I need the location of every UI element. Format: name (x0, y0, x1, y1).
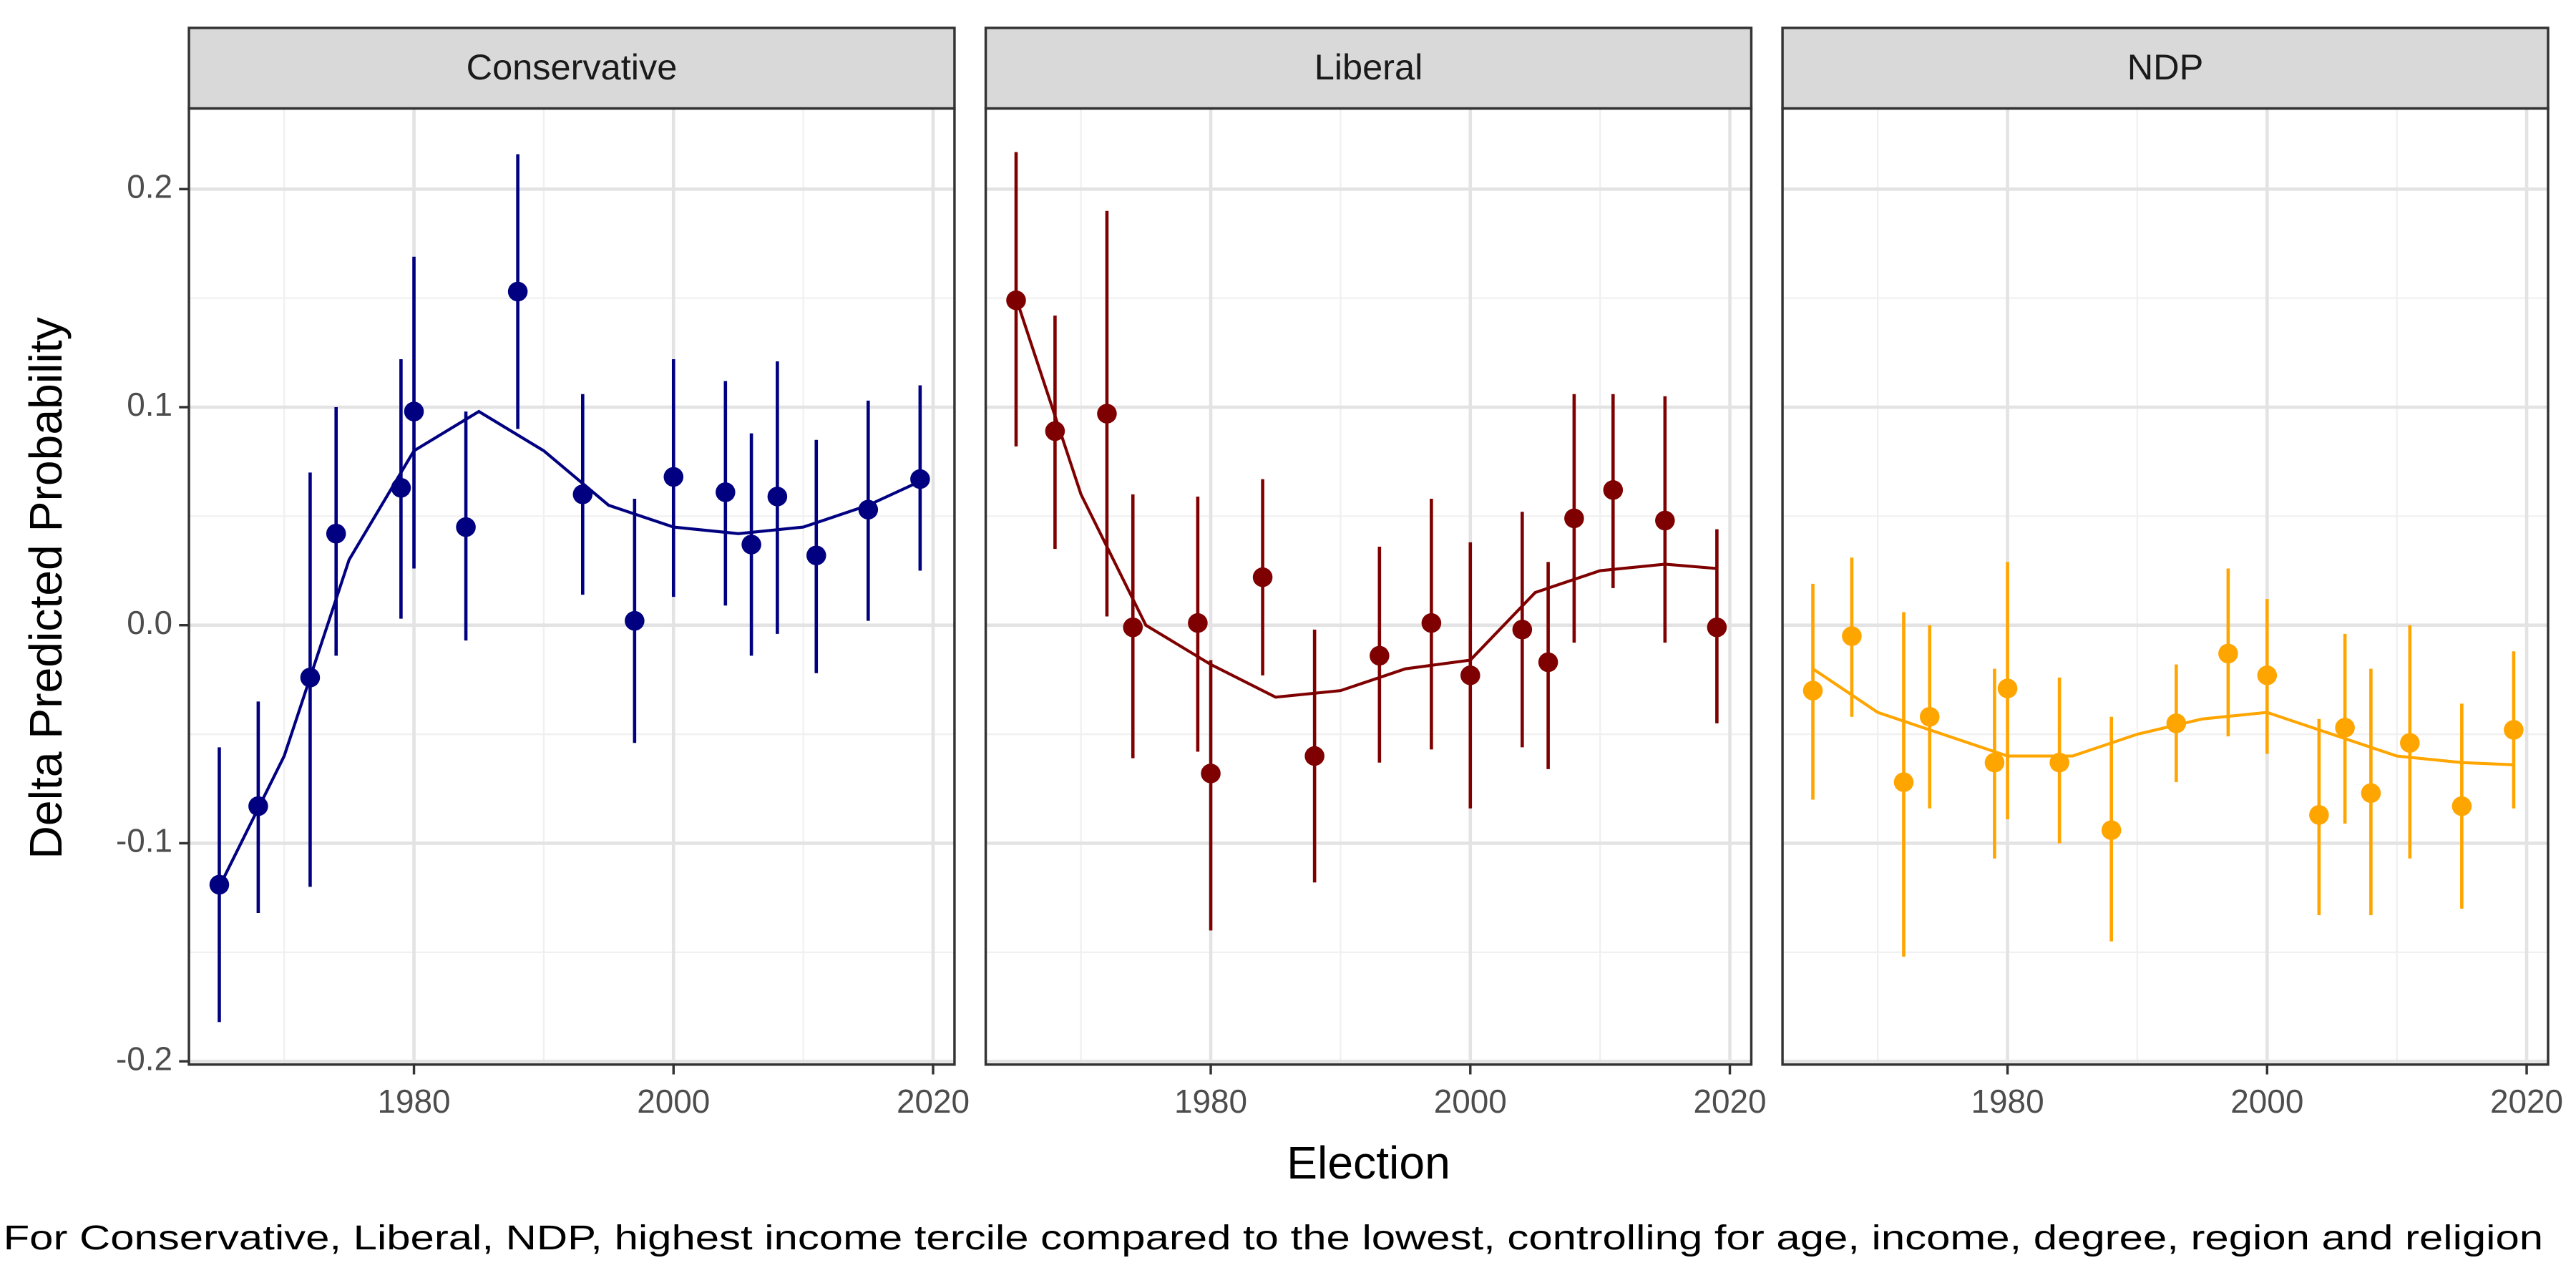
point (2309, 805, 2329, 825)
x-tick-label: 2000 (2230, 1083, 2303, 1120)
point (1460, 665, 1480, 686)
strip (1781, 26, 2550, 110)
point (1893, 772, 1914, 792)
point (1045, 421, 1065, 441)
point (1201, 763, 1221, 784)
point (1564, 508, 1584, 529)
point (209, 874, 230, 895)
strip (187, 26, 956, 110)
point (716, 482, 736, 502)
point (2400, 733, 2420, 753)
point (1538, 652, 1558, 673)
panel-background (1782, 108, 2548, 1065)
point (1512, 620, 1533, 640)
point (663, 467, 684, 487)
point (1006, 290, 1026, 311)
point (806, 545, 826, 565)
point (1252, 567, 1273, 587)
point (2101, 820, 2122, 840)
strip-title: NDP (2127, 47, 2204, 87)
y-tick-label: 0.2 (127, 167, 172, 205)
point (326, 523, 346, 544)
panel-background (189, 108, 955, 1065)
x-tick-label: 2000 (637, 1083, 710, 1120)
point (767, 487, 788, 507)
point (572, 484, 593, 504)
y-tick-label: -0.2 (116, 1040, 172, 1077)
smooth-line (1015, 297, 1717, 699)
point (2451, 796, 2472, 816)
strip (984, 26, 1753, 110)
point (1919, 706, 1940, 727)
x-tick-label: 2000 (1434, 1083, 1507, 1120)
point (1097, 404, 1117, 424)
y-axis-label: Delta Predicted Probability (20, 317, 72, 859)
strip-title: Conservative (467, 47, 678, 87)
x-tick-label: 2020 (897, 1083, 970, 1120)
point (1123, 618, 1143, 638)
point (2218, 643, 2238, 664)
point (2361, 783, 2381, 804)
y-tick-label: -0.1 (116, 822, 172, 859)
x-axis-label: Election (1287, 1137, 1450, 1189)
point (2049, 752, 2069, 773)
point (391, 477, 411, 498)
point (1842, 626, 1862, 646)
point (404, 401, 424, 421)
point (1421, 613, 1442, 633)
point (2257, 665, 2278, 686)
y-tick-label: 0.1 (127, 386, 172, 423)
point (741, 535, 761, 555)
smooth-line (218, 409, 921, 888)
point (1997, 678, 2018, 698)
point (625, 610, 645, 631)
x-tick-label: 2020 (2490, 1083, 2563, 1120)
point (1370, 645, 1390, 666)
point (858, 499, 879, 520)
point (910, 469, 930, 489)
point (300, 668, 321, 688)
x-tick-label: 1980 (1174, 1083, 1247, 1120)
x-tick-label: 1980 (1971, 1083, 2044, 1120)
point (1188, 613, 1208, 633)
point (507, 281, 528, 302)
point (2166, 713, 2187, 733)
point (1304, 746, 1324, 766)
point (248, 796, 268, 816)
point (2504, 720, 2524, 740)
x-tick-label: 1980 (377, 1083, 450, 1120)
point (1707, 618, 1727, 638)
caption: For Conservative, Liberal, NDP, highest … (4, 1219, 2543, 1257)
point (2335, 718, 2355, 738)
strip-title: Liberal (1314, 47, 1423, 87)
y-tick-label: 0.0 (127, 604, 172, 641)
point (1802, 680, 1823, 701)
point (1603, 480, 1624, 500)
panel-background (985, 108, 1752, 1065)
point (456, 517, 476, 537)
x-tick-label: 2020 (1693, 1083, 1766, 1120)
point (1655, 510, 1675, 531)
point (1984, 752, 2005, 773)
